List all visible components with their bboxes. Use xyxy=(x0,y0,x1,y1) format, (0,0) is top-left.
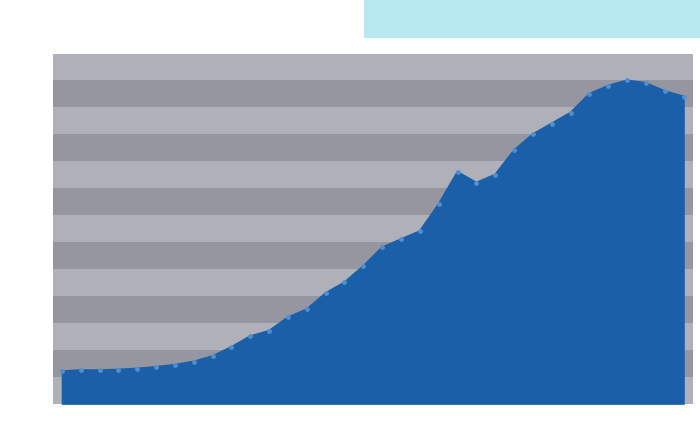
Bar xyxy=(52,242,693,269)
Point xyxy=(659,88,671,95)
Text: 2.5%: 2.5% xyxy=(29,238,50,247)
Text: 1-yr forward BoE implied rate: 1-yr forward BoE implied rate xyxy=(10,15,243,29)
Point xyxy=(471,179,482,186)
Bar xyxy=(52,269,693,296)
Point xyxy=(433,201,444,208)
Bar xyxy=(364,0,700,38)
Text: 3.5%: 3.5% xyxy=(29,184,50,193)
Text: 1.0%: 1.0% xyxy=(29,318,50,327)
Point xyxy=(678,93,690,100)
Text: 1.5%: 1.5% xyxy=(29,291,50,301)
Point xyxy=(132,365,143,372)
Point xyxy=(150,363,162,371)
Point xyxy=(489,171,500,178)
Bar xyxy=(52,188,693,215)
Bar xyxy=(52,296,693,323)
Bar xyxy=(52,377,693,404)
Point xyxy=(113,366,124,373)
Point xyxy=(414,228,426,235)
Text: -0.5%: -0.5% xyxy=(26,399,50,408)
Point xyxy=(527,131,538,138)
Point xyxy=(452,169,463,176)
Point xyxy=(207,353,218,360)
Point xyxy=(358,263,369,270)
Point xyxy=(263,327,274,334)
Point xyxy=(603,82,614,89)
Text: 4.0%: 4.0% xyxy=(29,157,50,166)
Text: 5.0%: 5.0% xyxy=(29,103,50,112)
Point xyxy=(546,120,557,127)
Point xyxy=(94,367,105,374)
Point xyxy=(320,289,331,297)
Point xyxy=(565,109,576,116)
Text: 2.0%: 2.0% xyxy=(29,264,50,273)
Text: 5.5%: 5.5% xyxy=(29,76,50,85)
Point xyxy=(169,361,181,368)
Point xyxy=(301,306,312,313)
Bar xyxy=(52,323,693,350)
Point xyxy=(622,77,633,84)
Point xyxy=(584,91,595,98)
Bar xyxy=(52,134,693,161)
Point xyxy=(640,79,652,87)
Text: 4.5%: 4.5% xyxy=(29,130,50,139)
Point xyxy=(75,367,86,374)
Point xyxy=(188,358,199,365)
Bar xyxy=(52,215,693,242)
Bar xyxy=(52,80,693,107)
Point xyxy=(377,244,388,251)
Point xyxy=(395,236,407,243)
Text: 0.0%: 0.0% xyxy=(29,372,50,381)
Point xyxy=(56,368,67,375)
Bar xyxy=(52,350,693,377)
Text: 3.0%: 3.0% xyxy=(29,211,50,219)
Bar xyxy=(52,161,693,188)
Point xyxy=(245,333,256,340)
Bar xyxy=(52,54,693,80)
Point xyxy=(339,279,350,286)
Text: 0.5%: 0.5% xyxy=(29,345,50,354)
Point xyxy=(508,147,519,154)
Bar xyxy=(52,107,693,134)
Point xyxy=(226,343,237,351)
Point xyxy=(282,314,293,321)
